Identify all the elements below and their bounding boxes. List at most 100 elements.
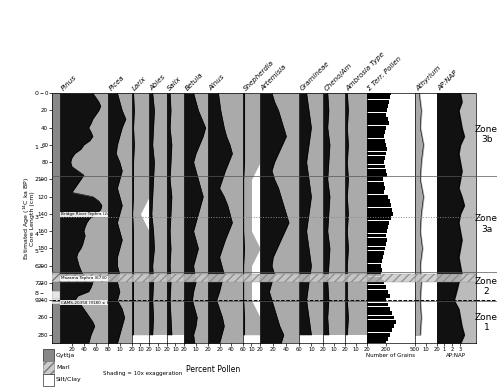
- Bar: [367, 113, 386, 117]
- Text: Athyrium: Athyrium: [415, 64, 442, 92]
- Text: Zone
1: Zone 1: [475, 313, 498, 332]
- Bar: [367, 264, 381, 268]
- Bar: [367, 147, 387, 151]
- Text: Shading = 10x exaggeration: Shading = 10x exaggeration: [102, 371, 182, 376]
- Bar: [166, 274, 184, 282]
- Bar: [367, 285, 386, 289]
- Bar: [60, 274, 108, 282]
- Bar: [132, 274, 149, 282]
- Bar: [367, 121, 389, 125]
- Bar: [367, 337, 388, 341]
- Bar: [367, 156, 385, 160]
- Text: Salix: Salix: [166, 76, 183, 92]
- Bar: [367, 91, 391, 95]
- Bar: [367, 191, 384, 194]
- Text: Shepherdia: Shepherdia: [243, 59, 276, 92]
- Bar: [367, 143, 386, 147]
- Bar: [367, 268, 382, 272]
- Bar: [367, 100, 389, 104]
- Bar: [367, 246, 385, 250]
- Bar: [367, 195, 388, 199]
- Bar: [367, 152, 386, 156]
- Text: Marl: Marl: [56, 365, 70, 370]
- Text: Artemisia: Artemisia: [260, 64, 288, 92]
- Bar: [367, 290, 388, 294]
- Bar: [367, 199, 390, 203]
- Bar: [367, 260, 382, 263]
- Bar: [367, 229, 387, 233]
- Bar: [260, 274, 300, 282]
- Bar: [367, 320, 396, 324]
- Bar: [367, 203, 391, 207]
- Bar: [184, 274, 208, 282]
- Bar: [108, 274, 132, 282]
- Bar: [415, 274, 436, 282]
- Text: Bridge River Tephra (2400 BP): Bridge River Tephra (2400 BP): [60, 212, 122, 216]
- Bar: [300, 274, 324, 282]
- Text: Abies: Abies: [149, 74, 167, 92]
- Bar: [367, 294, 390, 298]
- Text: Gyttja: Gyttja: [56, 353, 75, 357]
- Bar: [149, 274, 166, 282]
- Bar: [367, 221, 389, 225]
- Bar: [367, 216, 391, 220]
- Y-axis label: Estimated Age ($^{14}$C ka BP): Estimated Age ($^{14}$C ka BP): [22, 177, 32, 260]
- Text: Alnus: Alnus: [208, 74, 226, 92]
- Bar: [243, 274, 260, 282]
- Bar: [367, 108, 387, 112]
- Bar: [367, 333, 390, 337]
- Text: Ambrosia Type: Ambrosia Type: [345, 51, 386, 92]
- Bar: [367, 272, 381, 276]
- Text: Pinus: Pinus: [60, 74, 78, 92]
- Bar: [367, 212, 392, 216]
- Bar: [367, 208, 392, 211]
- Bar: [367, 315, 394, 319]
- Bar: [367, 307, 390, 311]
- Text: Percent Pollen: Percent Pollen: [186, 365, 240, 374]
- Bar: [345, 274, 367, 282]
- Text: AP:NAP: AP:NAP: [436, 69, 459, 92]
- Bar: [367, 280, 384, 284]
- Text: Cheno/Am: Cheno/Am: [324, 62, 354, 92]
- Text: Σ Terr. Pollen: Σ Terr. Pollen: [367, 55, 403, 92]
- Bar: [367, 303, 388, 307]
- Bar: [367, 165, 385, 168]
- Bar: [367, 186, 385, 190]
- Bar: [367, 341, 386, 345]
- Text: Zone
2: Zone 2: [475, 277, 498, 296]
- Bar: [367, 134, 384, 138]
- Bar: [208, 274, 243, 282]
- Y-axis label: Core Length (cm): Core Length (cm): [30, 191, 35, 246]
- X-axis label: AP:NAP: AP:NAP: [446, 353, 466, 358]
- Text: Silt/Clay: Silt/Clay: [56, 378, 82, 382]
- Bar: [367, 173, 387, 177]
- Bar: [367, 255, 383, 259]
- Bar: [436, 274, 476, 282]
- Text: Zone
3a: Zone 3a: [475, 214, 498, 234]
- Bar: [367, 117, 388, 121]
- Bar: [367, 238, 387, 242]
- Bar: [367, 234, 386, 237]
- Bar: [324, 274, 345, 282]
- Bar: [367, 311, 392, 315]
- Bar: [367, 329, 392, 333]
- Text: Zone
3b: Zone 3b: [475, 125, 498, 144]
- Bar: [367, 95, 390, 99]
- Bar: [367, 139, 385, 142]
- Bar: [367, 104, 388, 108]
- Bar: [367, 126, 386, 130]
- Bar: [367, 225, 388, 229]
- Bar: [367, 177, 383, 181]
- Bar: [367, 251, 384, 255]
- Text: Picea: Picea: [108, 74, 125, 92]
- Bar: [367, 160, 384, 164]
- Text: Larix: Larix: [132, 75, 148, 92]
- Bar: [367, 130, 385, 134]
- X-axis label: Number of Grains: Number of Grains: [366, 353, 416, 358]
- Text: Mazama Tephra (6730 BP): Mazama Tephra (6730 BP): [60, 276, 114, 280]
- Text: Betula: Betula: [184, 71, 204, 92]
- Bar: [367, 242, 386, 246]
- Text: Gramineae: Gramineae: [300, 60, 331, 92]
- Text: CAMS-20358 (9180 ± 60 BP): CAMS-20358 (9180 ± 60 BP): [60, 301, 120, 305]
- Bar: [367, 298, 386, 302]
